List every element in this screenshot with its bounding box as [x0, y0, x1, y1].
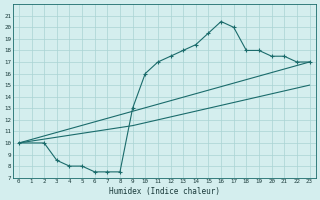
X-axis label: Humidex (Indice chaleur): Humidex (Indice chaleur) [109, 187, 220, 196]
